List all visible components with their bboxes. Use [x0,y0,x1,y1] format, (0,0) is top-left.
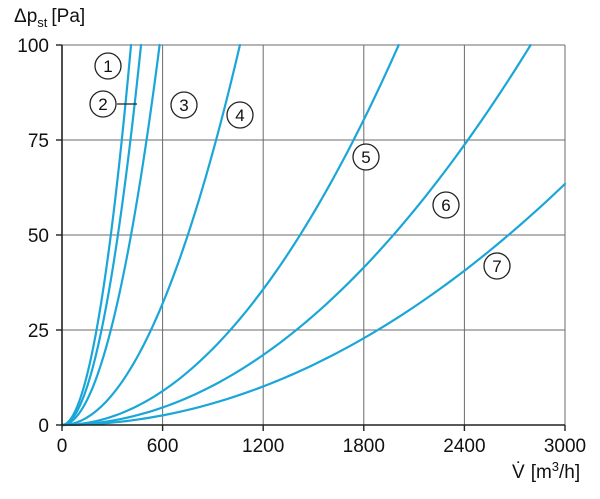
x-tick-label: 1800 [343,436,385,457]
y-tick-label: 100 [17,36,49,57]
curve-label-circle [226,101,254,129]
curve-label-circle [94,52,122,80]
x-axis-title: V̇ [m3/h] [512,459,580,483]
curve-7 [60,182,567,427]
curves [60,43,567,427]
curve-label-circle [432,191,460,219]
curve-label-circle [352,143,380,171]
y-tick-label: 0 [38,416,49,437]
x-tick-label: 1200 [242,436,284,457]
curve-label-circle [170,91,198,119]
y-tick-label: 50 [28,226,49,247]
curve-label-1: 1 [103,57,112,76]
curve-5 [60,43,400,427]
curve-4 [60,43,242,427]
curve-3 [60,43,161,427]
x-tick-label: 0 [57,436,68,457]
curve-1 [60,43,133,427]
curve-label-2: 2 [98,95,107,114]
x-tick-label: 3000 [544,436,586,457]
y-tick-label: 75 [28,131,49,152]
curve-label-5: 5 [361,148,370,167]
grid [62,44,566,425]
curve-label-3: 3 [179,96,188,115]
x-tick-label: 600 [147,436,179,457]
curve-label-circle [89,90,117,118]
y-tick-label: 25 [28,321,49,342]
y-axis-title: Δpst [Pa] [14,6,85,30]
curve-6 [60,43,532,427]
curve-label-circle [483,252,511,280]
curve-2 [60,43,143,427]
curve-labels: 1 2 3 4 5 6 7 [89,52,511,280]
x-tick-label: 2400 [443,436,485,457]
curve-label-7: 7 [492,257,501,276]
curve-label-6: 6 [441,196,450,215]
curve-label-4: 4 [235,106,244,125]
